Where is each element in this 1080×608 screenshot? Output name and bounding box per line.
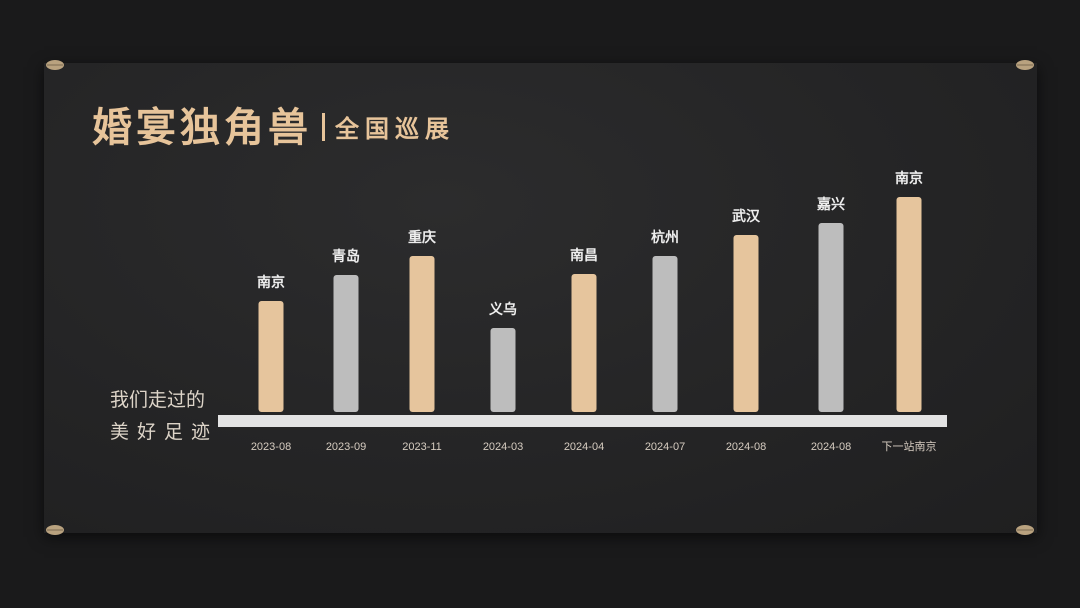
leaf-pin-icon bbox=[1016, 525, 1034, 535]
side-note: 我们走过的 美好足迹 bbox=[110, 384, 218, 448]
bar-8 bbox=[818, 223, 844, 412]
bar-7 bbox=[733, 235, 759, 412]
bar-city-label: 南昌 bbox=[570, 247, 598, 264]
side-note-line2: 美好足迹 bbox=[110, 421, 219, 443]
bar-4 bbox=[490, 328, 516, 412]
title-divider bbox=[322, 113, 325, 141]
leaf-pin-icon bbox=[46, 60, 64, 70]
side-note-line1: 我们走过的 bbox=[110, 389, 206, 411]
bar-1 bbox=[258, 301, 284, 412]
date-tick-label: 2024-04 bbox=[564, 441, 604, 453]
date-tick-label: 2023-11 bbox=[402, 441, 442, 453]
date-tick-label: 下一站南京 bbox=[882, 439, 937, 453]
bar-2 bbox=[333, 275, 359, 412]
title-main: 婚宴独角兽 bbox=[92, 105, 312, 151]
bar-city-label: 青岛 bbox=[332, 248, 360, 265]
bar-6 bbox=[652, 256, 678, 412]
bar-5 bbox=[571, 274, 597, 412]
date-tick-label: 2023-09 bbox=[326, 441, 366, 453]
board-background bbox=[44, 63, 1037, 533]
leaf-pin-icon bbox=[1016, 60, 1034, 70]
date-tick-label: 2024-03 bbox=[483, 441, 523, 453]
bar-9 bbox=[896, 197, 922, 412]
page-title: 婚宴独角兽 全国巡展 bbox=[92, 100, 455, 151]
bar-city-label: 嘉兴 bbox=[816, 196, 845, 213]
date-tick-label: 2024-08 bbox=[811, 441, 851, 453]
timeline-baseline bbox=[218, 415, 947, 427]
title-subtitle: 全国巡展 bbox=[335, 114, 455, 143]
leaf-pin-icon bbox=[46, 525, 64, 535]
bar-city-label: 武汉 bbox=[732, 208, 761, 225]
bar-3 bbox=[409, 256, 435, 412]
bar-city-label: 南京 bbox=[895, 170, 923, 187]
bar-city-label: 重庆 bbox=[408, 229, 436, 246]
date-tick-label: 2024-07 bbox=[645, 441, 685, 453]
date-tick-label: 2023-08 bbox=[251, 441, 291, 453]
bar-city-label: 义乌 bbox=[489, 301, 517, 318]
bar-city-label: 杭州 bbox=[651, 229, 679, 246]
bar-city-label: 南京 bbox=[257, 274, 285, 291]
date-tick-label: 2024-08 bbox=[726, 441, 766, 453]
